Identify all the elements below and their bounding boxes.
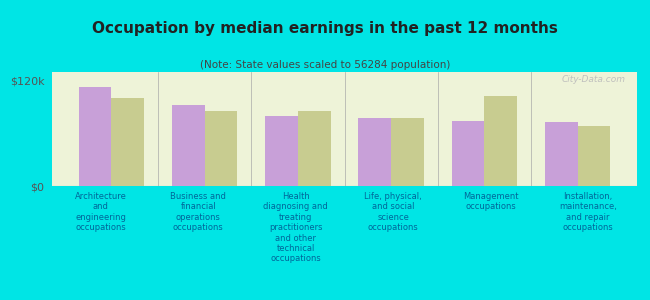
Bar	[452, 121, 484, 186]
Bar	[79, 87, 111, 186]
Bar	[484, 96, 517, 186]
Text: Occupation by median earnings in the past 12 months: Occupation by median earnings in the pas…	[92, 21, 558, 36]
Bar	[298, 111, 330, 186]
Text: Management
occupations: Management occupations	[463, 192, 519, 212]
Bar	[391, 118, 424, 186]
Bar	[265, 116, 298, 186]
Text: (Note: State values scaled to 56284 population): (Note: State values scaled to 56284 popu…	[200, 60, 450, 70]
Text: Life, physical,
and social
science
occupations: Life, physical, and social science occup…	[365, 192, 422, 232]
Bar	[172, 105, 205, 186]
Text: Installation,
maintenance,
and repair
occupations: Installation, maintenance, and repair oc…	[559, 192, 618, 232]
Bar	[545, 122, 578, 186]
Bar	[359, 118, 391, 186]
Text: Business and
financial
operations
occupations: Business and financial operations occupa…	[170, 192, 226, 232]
Bar	[205, 112, 237, 186]
Text: City-Data.com: City-Data.com	[562, 75, 625, 84]
Text: Health
diagnosing and
treating
practitioners
and other
technical
occupations: Health diagnosing and treating practitio…	[263, 192, 328, 263]
Text: Architecture
and
engineering
occupations: Architecture and engineering occupations	[75, 192, 127, 232]
Bar	[111, 98, 144, 186]
Bar	[578, 126, 610, 186]
